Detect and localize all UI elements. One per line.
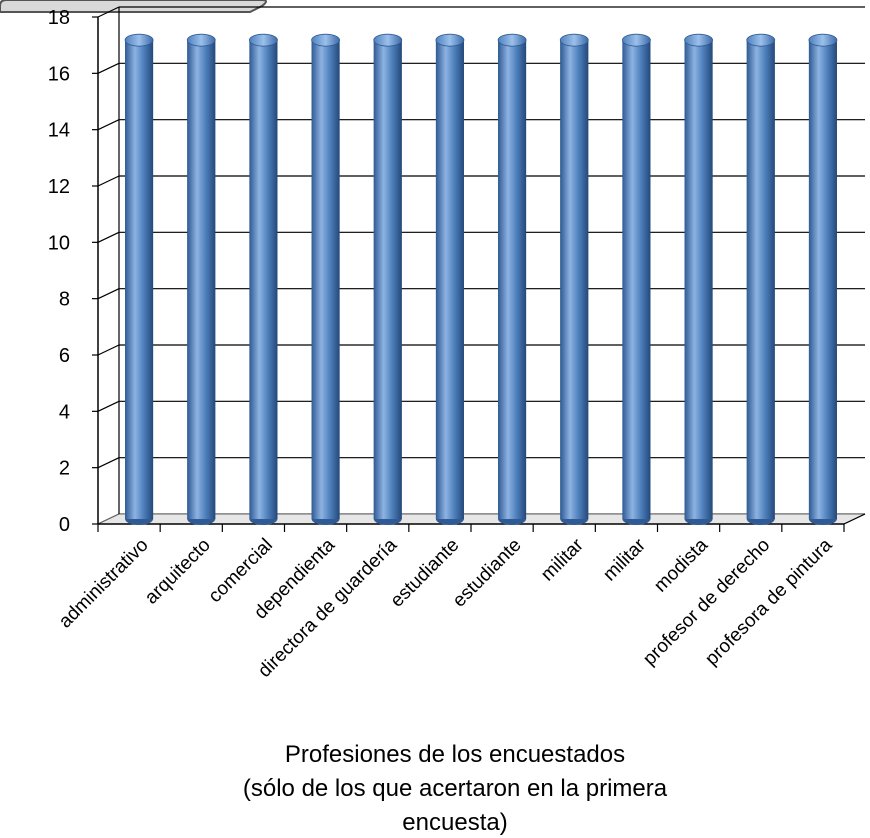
- y-tick-label: 2: [59, 458, 70, 480]
- bar-face: [684, 40, 713, 520]
- bar-face: [249, 40, 278, 520]
- bar-cap: [311, 33, 340, 47]
- bar-face: [498, 40, 527, 520]
- bar: [684, 33, 713, 525]
- gridline-side: [97, 400, 120, 412]
- bar: [311, 33, 340, 525]
- x-axis-title-line: (sólo de los que acertaron en la primera: [243, 775, 668, 802]
- bar-face: [622, 40, 651, 520]
- bar-cap: [124, 33, 154, 47]
- y-tick-label: 8: [59, 289, 70, 311]
- bar-cap: [559, 33, 589, 47]
- x-axis-title-line: Profesiones de los encuestados: [285, 741, 625, 768]
- gridline-side: [97, 288, 120, 300]
- x-tick-label: modista: [650, 534, 712, 596]
- gridline-side: [97, 6, 120, 18]
- y-axis-ticks: 0 2 4 6 8 10 12 14 16 18: [48, 7, 98, 536]
- bar-face: [187, 40, 216, 520]
- gridline-side: [97, 175, 120, 187]
- chart-frame-tab: [0, 0, 267, 13]
- x-tick-label: militar: [537, 534, 588, 585]
- bar-cap: [186, 33, 216, 47]
- x-axis-ticks: administrativoarquitectocomercialdependi…: [55, 524, 845, 682]
- bar: [186, 33, 216, 525]
- bar-cap: [435, 33, 465, 47]
- y-tick-label: 16: [48, 63, 70, 85]
- x-axis-title: Profesiones de los encuestados (sólo de l…: [243, 741, 668, 836]
- y-tick-label: 14: [48, 120, 70, 142]
- gridline-side: [97, 457, 120, 469]
- floor-edge: [843, 513, 866, 525]
- y-tick-label: 18: [48, 7, 70, 29]
- bar-cap: [808, 33, 838, 47]
- bar: [373, 33, 403, 525]
- bar-cap: [622, 33, 651, 47]
- bar: [435, 33, 465, 525]
- y-tick-label: 4: [59, 401, 70, 423]
- gridlines: [97, 6, 865, 525]
- x-tick-label: administrativo: [55, 535, 153, 633]
- bar-face: [560, 40, 589, 520]
- x-tick-label: estudiante: [449, 535, 526, 612]
- bar: [622, 33, 651, 525]
- bars: [124, 33, 838, 525]
- y-tick-label: 6: [59, 345, 70, 367]
- gridline-side: [97, 119, 120, 131]
- bar-face: [435, 40, 464, 520]
- gridline-side: [97, 62, 120, 74]
- x-axis-title-line: encuesta): [402, 809, 507, 836]
- bar-face: [311, 40, 340, 520]
- gridline-side: [97, 344, 120, 356]
- bar-face: [746, 40, 775, 520]
- gridline-side: [97, 231, 120, 243]
- bar-cap: [684, 33, 713, 47]
- bar-cap: [373, 33, 403, 47]
- x-tick-label: militar: [599, 534, 650, 585]
- y-tick-label: 12: [48, 176, 70, 198]
- bar-cap: [746, 33, 776, 47]
- bar-face: [373, 40, 402, 520]
- bar: [808, 33, 838, 525]
- bar: [124, 33, 154, 525]
- bar: [559, 33, 589, 525]
- y-tick-label: 10: [48, 232, 70, 254]
- x-tick-label: arquitecto: [141, 535, 215, 609]
- bar-cap: [249, 33, 278, 47]
- bar-cap: [497, 33, 527, 47]
- bar: [497, 33, 527, 525]
- bar-face: [125, 40, 154, 520]
- bar-face: [808, 40, 837, 520]
- y-tick-label: 0: [59, 514, 70, 536]
- bar: [249, 33, 278, 525]
- bar: [746, 33, 776, 525]
